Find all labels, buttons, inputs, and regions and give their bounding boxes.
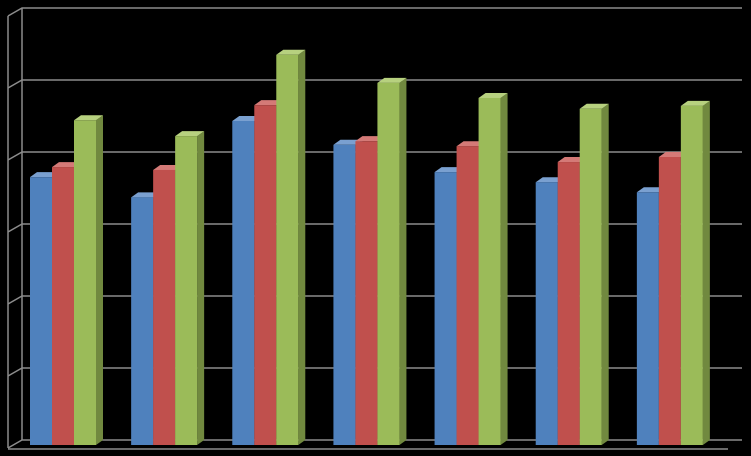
- bar: [153, 169, 176, 445]
- bar: [276, 54, 299, 445]
- bar-top: [254, 100, 284, 106]
- bar: [535, 182, 558, 445]
- bar-top: [52, 162, 81, 168]
- bar-top: [30, 172, 59, 178]
- bar-side: [96, 115, 103, 445]
- bar: [557, 162, 580, 446]
- bar: [434, 172, 457, 445]
- bar-side: [702, 100, 710, 445]
- bar: [333, 144, 356, 445]
- bar: [175, 136, 198, 445]
- grid-line: [7, 7, 742, 17]
- bar: [658, 157, 681, 445]
- bar-top: [434, 167, 464, 173]
- bar: [680, 105, 703, 445]
- bar-top: [333, 139, 363, 145]
- bar: [636, 192, 659, 445]
- bar-top: [232, 116, 262, 121]
- bar-top: [153, 164, 183, 170]
- bar: [74, 120, 96, 445]
- bar-side: [298, 49, 306, 445]
- bar: [478, 97, 501, 446]
- bar-top: [456, 141, 486, 147]
- bar-top: [276, 49, 306, 55]
- bar-top: [478, 92, 508, 98]
- grid-line: [7, 79, 742, 89]
- bar: [579, 108, 602, 445]
- bar-top: [579, 103, 609, 109]
- bar-top: [680, 100, 710, 106]
- bar: [456, 146, 479, 445]
- bar-side: [399, 77, 407, 445]
- bar-side: [197, 131, 205, 445]
- bar-top: [557, 157, 587, 163]
- bar-top: [535, 177, 565, 183]
- bar: [52, 167, 74, 445]
- bar: [254, 105, 277, 445]
- bar-top: [355, 136, 385, 142]
- bar: [232, 121, 255, 445]
- bar-top: [175, 131, 205, 137]
- bar: [377, 82, 400, 445]
- bar-top: [377, 77, 407, 83]
- bar-side: [500, 92, 508, 446]
- bar-top: [131, 192, 161, 198]
- bar-top: [658, 152, 688, 157]
- bar-top: [74, 115, 103, 121]
- bar: [30, 177, 52, 445]
- bar: [131, 197, 154, 445]
- bar-top: [636, 187, 666, 193]
- bar-side: [601, 103, 609, 445]
- bar: [355, 141, 378, 445]
